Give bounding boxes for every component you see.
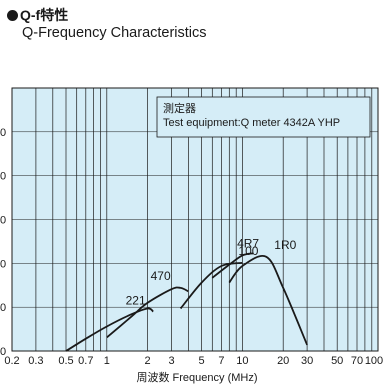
x-tick-label: 5: [199, 355, 205, 367]
chart-heading: Q-f特性 Q-Frequency Characteristics: [7, 7, 207, 42]
series-label-1R0: 1R0: [274, 238, 296, 252]
legend-box: [156, 96, 371, 138]
series-label-470: 470: [151, 269, 171, 283]
series-label-221: 221: [126, 294, 146, 308]
x-tick-label: 20: [277, 355, 289, 367]
series-line-221: [65, 307, 154, 352]
plot-frame: [11, 87, 379, 352]
y-tick-label: 0: [0, 171, 6, 183]
x-tick-label: 1: [104, 355, 110, 367]
y-tick-label: 0: [0, 127, 6, 139]
x-tick-label: 30: [301, 355, 313, 367]
y-tick-label: 0: [0, 258, 6, 270]
x-tick-label: 0.3: [28, 355, 43, 367]
equipment-note-text: Test equipment:Q meter 4342A YHP: [163, 117, 340, 129]
x-tick-label: 100: [365, 355, 383, 367]
equipment-note-title: 測定器: [163, 101, 196, 115]
series-line-100: [179, 262, 243, 310]
x-axis-label: 周波数 Frequency (MHz): [136, 371, 257, 384]
y-tick-label: 0: [0, 346, 6, 358]
x-tick-label: 70: [351, 355, 363, 367]
x-tick-labels: 0.2 0.3 0.5 0.7 1 2 3 5 7 10 20 30 50 70 100: [4, 355, 383, 367]
x-tick-label: 0.5: [58, 355, 73, 367]
chart-title-jp: Q-f特性: [7, 7, 207, 24]
series-curves: [65, 252, 308, 352]
chart-title-en: Q-Frequency Characteristics: [22, 25, 207, 41]
bullet-icon: [7, 10, 18, 21]
x-tick-label: 2: [145, 355, 151, 367]
x-tick-label: 3: [168, 355, 174, 367]
y-tick-labels: 0 0 0 0 0 0: [0, 127, 6, 358]
x-tick-label: 10: [236, 355, 248, 367]
series-line-1R0: [228, 255, 308, 346]
series-line-470: [106, 286, 189, 339]
series-label-100: 100: [238, 244, 258, 258]
chart-title-jp-text: Q-f特性: [20, 7, 69, 23]
series-line-4R7: [211, 252, 254, 279]
x-tick-label: 50: [331, 355, 343, 367]
x-tick-label: 7: [218, 355, 224, 367]
y-tick-label: 0: [0, 302, 6, 314]
series-label-4R7: 4R7: [237, 236, 259, 250]
x-tick-label: 0.2: [4, 355, 19, 367]
x-tick-label: 0.7: [78, 355, 93, 367]
y-tick-label: 0: [0, 215, 6, 227]
